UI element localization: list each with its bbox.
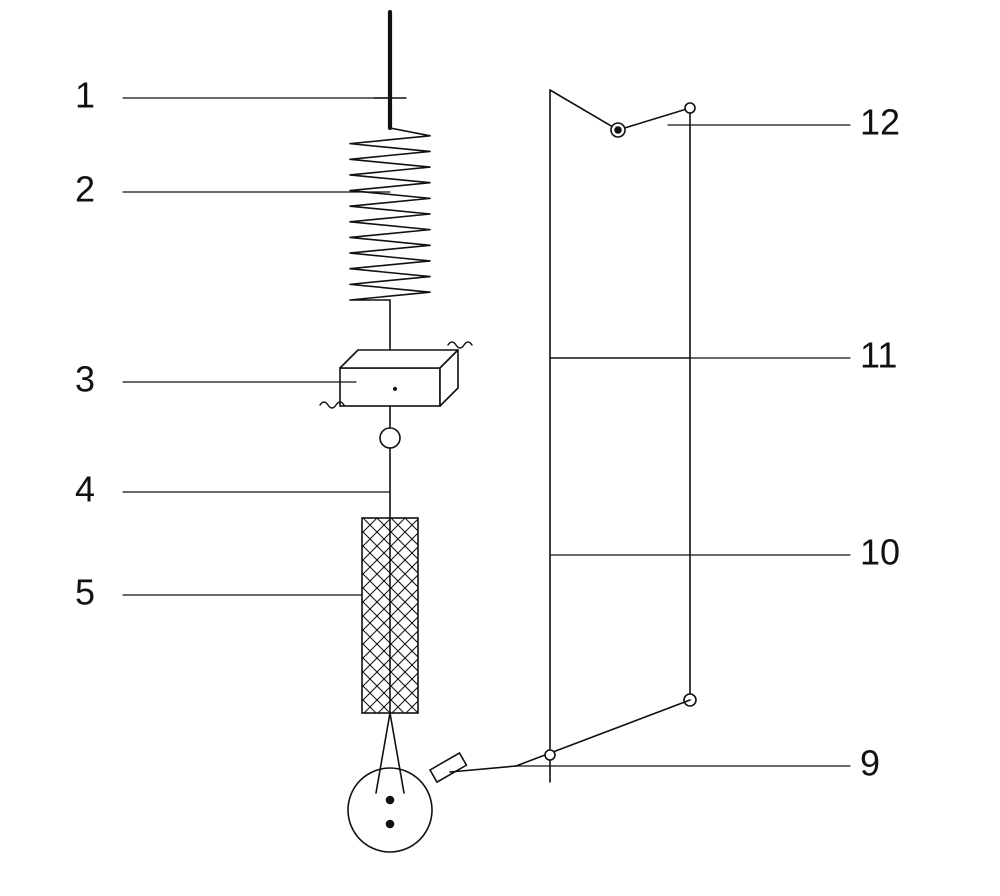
label-4: 4 [75,469,95,510]
label-2: 2 [75,169,95,210]
label-5: 5 [75,572,95,613]
mechanical-schematic: 123451211109 [0,0,1000,896]
label-10: 10 [860,532,900,573]
label-11: 11 [860,335,897,376]
label-3: 3 [75,359,95,400]
label-9: 9 [860,743,880,784]
label-1: 1 [75,75,95,116]
label-12: 12 [860,102,900,143]
